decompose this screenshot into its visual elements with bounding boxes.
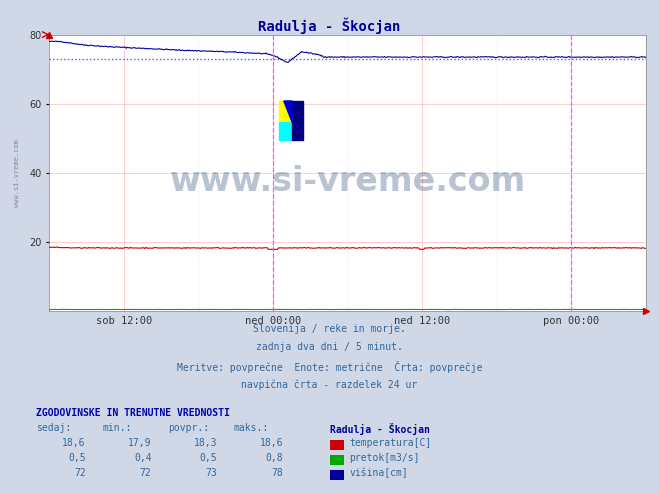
- Text: 0,8: 0,8: [266, 453, 283, 463]
- Text: www.si-vreme.com: www.si-vreme.com: [14, 139, 20, 207]
- Text: 17,9: 17,9: [128, 438, 152, 448]
- Text: 73: 73: [206, 468, 217, 478]
- Text: temperatura[C]: temperatura[C]: [349, 438, 432, 448]
- Text: 0,4: 0,4: [134, 453, 152, 463]
- Text: 72: 72: [140, 468, 152, 478]
- Text: 18,3: 18,3: [194, 438, 217, 448]
- Text: 72: 72: [74, 468, 86, 478]
- Text: 18,6: 18,6: [62, 438, 86, 448]
- Text: povpr.:: povpr.:: [168, 423, 209, 433]
- Text: višina[cm]: višina[cm]: [349, 468, 408, 478]
- Bar: [292, 101, 303, 140]
- Text: zadnja dva dni / 5 minut.: zadnja dva dni / 5 minut.: [256, 342, 403, 352]
- Text: www.si-vreme.com: www.si-vreme.com: [169, 165, 526, 198]
- Text: Meritve: povprečne  Enote: metrične  Črta: povprečje: Meritve: povprečne Enote: metrične Črta:…: [177, 361, 482, 373]
- Text: 0,5: 0,5: [200, 453, 217, 463]
- Text: navpična črta - razdelek 24 ur: navpična črta - razdelek 24 ur: [241, 380, 418, 390]
- Text: 78: 78: [272, 468, 283, 478]
- Text: pretok[m3/s]: pretok[m3/s]: [349, 453, 420, 463]
- Text: Radulja - Škocjan: Radulja - Škocjan: [258, 17, 401, 34]
- Text: Radulja - Škocjan: Radulja - Škocjan: [330, 423, 430, 435]
- Text: min.:: min.:: [102, 423, 132, 433]
- Bar: [279, 122, 292, 140]
- Bar: [279, 101, 292, 123]
- Text: 18,6: 18,6: [260, 438, 283, 448]
- Text: Slovenija / reke in morje.: Slovenija / reke in morje.: [253, 324, 406, 333]
- Text: maks.:: maks.:: [234, 423, 269, 433]
- Text: 0,5: 0,5: [68, 453, 86, 463]
- Polygon shape: [284, 101, 292, 123]
- Text: sedaj:: sedaj:: [36, 423, 71, 433]
- Text: ZGODOVINSKE IN TRENUTNE VREDNOSTI: ZGODOVINSKE IN TRENUTNE VREDNOSTI: [36, 408, 230, 417]
